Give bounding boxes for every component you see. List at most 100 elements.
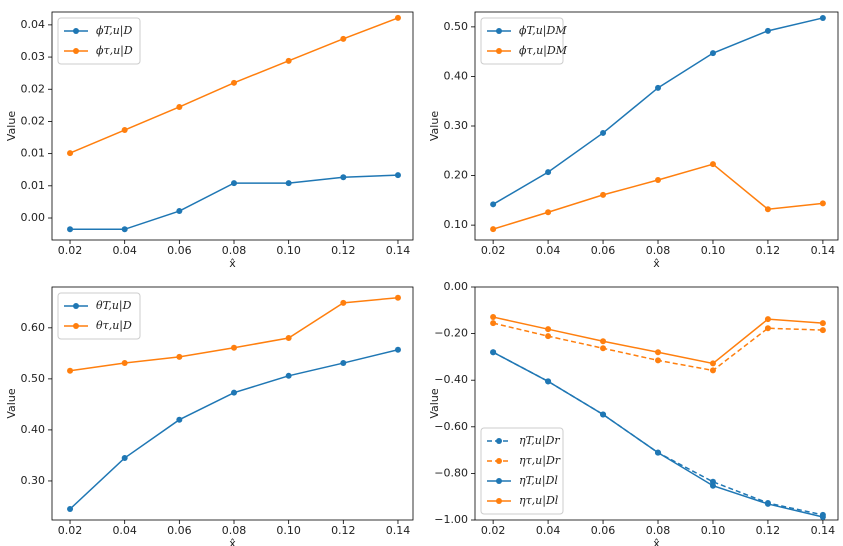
legend-label: ηT,u|Dr: [519, 434, 560, 448]
x-tick-label: 0.06: [591, 524, 616, 537]
x-tick-label: 0.08: [646, 244, 671, 257]
point: [231, 79, 238, 86]
point: [764, 206, 771, 213]
panel: 0.02 0.04 0.06 0.08 0.10 0.12 0.14 0.10 0.20 0.30…: [428, 11, 839, 270]
x-tick-label: 0.04: [536, 524, 561, 537]
y-tick-label: 0.30: [444, 119, 469, 132]
legend-label: ηT,u|Dl: [519, 474, 558, 488]
point: [121, 127, 128, 134]
x-tick-label: 0.04: [112, 244, 137, 257]
point: [709, 367, 716, 374]
y-tick-label: 0.03: [21, 50, 46, 63]
point: [490, 226, 497, 233]
x-tick-label: 0.02: [481, 524, 506, 537]
legend-label: ϕτ,u|DM: [519, 44, 568, 58]
legend-marker: [496, 28, 502, 34]
x-tick-label: 0.10: [276, 524, 301, 537]
x-axis-label: x̂: [653, 537, 660, 546]
legend-label: ϕT,u|DM: [519, 24, 567, 38]
y-tick-label: 0.00: [444, 280, 469, 293]
point: [600, 191, 607, 198]
point: [764, 316, 771, 323]
x-tick-label: 0.12: [331, 524, 356, 537]
legend-marker: [73, 48, 79, 54]
x-axis-label: x̂: [653, 257, 660, 270]
point: [545, 326, 552, 333]
point: [67, 506, 74, 513]
y-tick-label: 0.01: [21, 179, 46, 192]
y-tick-label: 0.02: [21, 82, 46, 95]
point: [340, 174, 347, 181]
y-axis-label: Value: [428, 111, 441, 141]
panel: 0.02 0.04 0.06 0.08 0.10 0.12 0.14 0.30 0.40 0.50…: [5, 286, 414, 546]
axes-frame: [51, 286, 414, 521]
y-tick-label: −1.00: [434, 513, 468, 526]
y-tick-label: 0.20: [444, 169, 469, 182]
y-axis-label: Value: [428, 388, 441, 418]
legend-label: ϕT,u|D: [96, 24, 133, 38]
point: [709, 50, 716, 57]
point: [285, 335, 292, 342]
y-tick-label: −0.20: [434, 327, 468, 340]
x-tick-label: 0.02: [481, 244, 506, 257]
legend-marker: [496, 48, 502, 54]
point: [709, 360, 716, 367]
x-tick-label: 0.02: [58, 244, 83, 257]
point: [394, 294, 401, 301]
x-tick-label: 0.04: [536, 244, 561, 257]
y-tick-label: 0.40: [444, 69, 469, 82]
point: [340, 35, 347, 42]
x-tick-label: 0.04: [112, 524, 137, 537]
point: [545, 378, 552, 385]
point: [394, 14, 401, 21]
x-tick-label: 0.14: [811, 244, 836, 257]
point: [655, 349, 662, 356]
point: [340, 299, 347, 306]
y-tick-label: 0.01: [21, 147, 46, 160]
legend-label: ητ,u|Dr: [519, 454, 561, 468]
x-tick-label: 0.14: [386, 524, 411, 537]
legend-label: ϕτ,u|D: [96, 44, 133, 58]
point: [490, 320, 497, 327]
x-tick-label: 0.14: [811, 524, 836, 537]
y-tick-label: 0.00: [21, 211, 46, 224]
point: [600, 411, 607, 418]
y-tick-label: 0.40: [21, 423, 46, 436]
point: [67, 150, 74, 157]
x-tick-label: 0.06: [167, 524, 192, 537]
point: [285, 57, 292, 64]
point: [490, 314, 497, 321]
y-tick-label: 0.02: [21, 114, 46, 127]
x-tick-label: 0.08: [646, 524, 671, 537]
series-line: [492, 163, 823, 230]
point: [764, 325, 771, 332]
x-tick-label: 0.12: [331, 244, 356, 257]
point: [819, 513, 826, 520]
point: [819, 320, 826, 327]
point: [655, 449, 662, 456]
x-axis-label: x̂: [229, 257, 236, 270]
x-tick-label: 0.02: [58, 524, 83, 537]
y-tick-label: 0.50: [444, 20, 469, 33]
legend-marker: [496, 478, 502, 484]
point: [231, 344, 238, 351]
y-tick-label: −0.80: [434, 466, 468, 479]
legend-label: θT,u|D: [96, 299, 132, 313]
y-tick-label: 0.30: [21, 474, 46, 487]
panel: 0.02 0.04 0.06 0.08 0.10 0.12 0.14 0.00 0.01 0.01…: [5, 11, 414, 270]
point: [764, 500, 771, 507]
point: [121, 226, 128, 233]
point: [600, 129, 607, 136]
x-tick-label: 0.12: [756, 524, 781, 537]
point: [176, 208, 183, 215]
y-tick-label: −0.40: [434, 373, 468, 386]
point: [231, 180, 238, 187]
legend-label: θτ,u|D: [96, 319, 132, 333]
point: [655, 177, 662, 184]
point: [394, 346, 401, 353]
point: [490, 349, 497, 356]
point: [67, 226, 74, 233]
point: [340, 360, 347, 367]
